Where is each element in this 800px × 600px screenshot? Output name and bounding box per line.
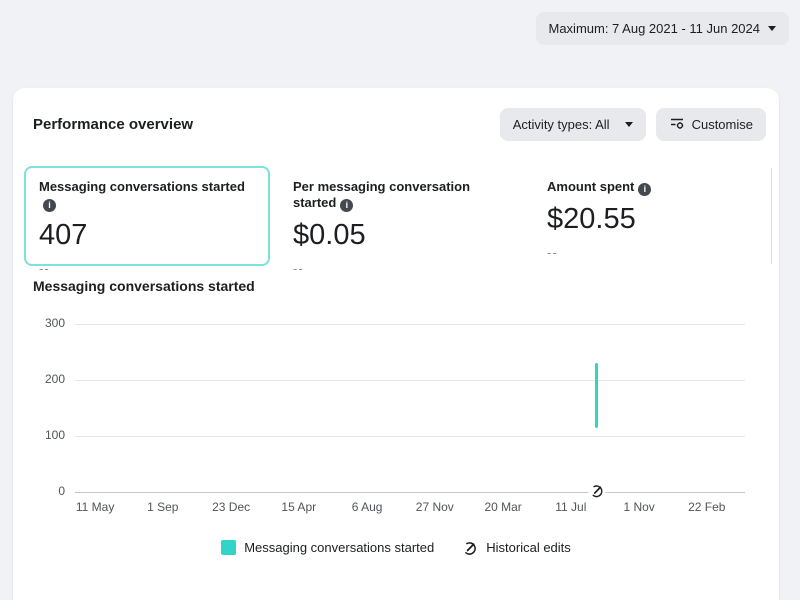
historical-edit-icon bbox=[462, 539, 478, 556]
y-axis-tick-200: 200 bbox=[44, 372, 65, 386]
legend-item-0: Messaging conversations started bbox=[221, 539, 435, 555]
y-axis-tick-0: 0 bbox=[58, 484, 65, 498]
chevron-down-icon bbox=[624, 122, 633, 127]
legend-item-1: Historical edits bbox=[462, 539, 571, 556]
metric-card-1[interactable]: Per messaging conversation started i $0.05… bbox=[278, 166, 524, 276]
gridline-y-0 bbox=[75, 492, 745, 493]
x-axis-tick-6: 20 Mar bbox=[484, 500, 522, 514]
metric-value: $0.05 bbox=[293, 218, 366, 251]
gridline-y-100 bbox=[75, 436, 745, 437]
chevron-down-icon bbox=[768, 26, 776, 31]
series-spike[interactable] bbox=[595, 363, 599, 428]
metric-card-0[interactable]: Messaging conversations startedi 407 -- bbox=[24, 166, 270, 276]
gridline-y-200 bbox=[75, 380, 745, 381]
header-actions: Activity types: All Customise bbox=[499, 108, 766, 141]
x-axis-tick-8: 1 Nov bbox=[623, 500, 655, 514]
legend-label: Messaging conversations started bbox=[244, 539, 435, 555]
chart-legend: Messaging conversations started Historica… bbox=[13, 539, 779, 556]
metric-label: Amount spent i bbox=[547, 179, 763, 196]
activity-types-button[interactable]: Activity types: All bbox=[499, 108, 646, 141]
date-range-selector[interactable]: Maximum: 7 Aug 2021 - 11 Jun 2024 bbox=[535, 12, 789, 45]
metric-value: 407 bbox=[39, 218, 88, 251]
info-icon[interactable]: i bbox=[340, 198, 354, 212]
chart-title: Messaging conversations started bbox=[33, 278, 255, 294]
x-axis-tick-1: 1 Sep bbox=[147, 500, 179, 514]
customise-label: Customise bbox=[691, 117, 753, 132]
x-axis-tick-4: 6 Aug bbox=[351, 500, 383, 514]
metric-card-2[interactable]: Amount spent i $20.55 -- bbox=[532, 166, 778, 266]
panel-title: Performance overview bbox=[33, 116, 194, 133]
metric-secondary: -- bbox=[547, 244, 558, 260]
metric-secondary: -- bbox=[39, 260, 50, 276]
y-axis-tick-100: 100 bbox=[44, 428, 65, 442]
performance-overview-panel: Performance overview Activity types: All bbox=[13, 88, 779, 600]
customise-icon bbox=[669, 115, 685, 134]
info-icon[interactable]: i bbox=[43, 198, 56, 212]
chart-area: 300 200 100 0 11 May 1 Sep 23 Dec 15 Apr 6 Aug 27… bbox=[13, 311, 779, 521]
x-axis-tick-3: 15 Apr bbox=[281, 500, 317, 514]
x-axis-tick-7: 11 Jul bbox=[555, 500, 587, 514]
date-range-label: Maximum: 7 Aug 2021 - 11 Jun 2024 bbox=[548, 21, 761, 36]
panel-header: Performance overview Activity types: All bbox=[13, 108, 779, 141]
metrics-divider bbox=[771, 168, 772, 264]
legend-label: Historical edits bbox=[486, 539, 571, 555]
x-axis-tick-2: 23 Dec bbox=[212, 500, 251, 514]
metric-label: Messaging conversations startedi bbox=[39, 179, 245, 212]
gridline-y-300 bbox=[75, 324, 745, 325]
customise-button[interactable]: Customise bbox=[655, 108, 766, 141]
activity-types-label: Activity types: All bbox=[512, 117, 610, 132]
metrics-row: Messaging conversations startedi 407 -- Per… bbox=[24, 166, 779, 276]
metric-secondary: -- bbox=[293, 260, 304, 276]
x-axis-tick-5: 27 Nov bbox=[415, 500, 454, 514]
y-axis-tick-300: 300 bbox=[44, 316, 65, 330]
metric-label: Per messaging conversation started i bbox=[293, 179, 471, 212]
x-axis-tick-0: 11 May bbox=[75, 500, 115, 514]
info-icon[interactable]: i bbox=[638, 182, 652, 196]
chart-plot bbox=[75, 324, 745, 493]
legend-swatch-teal bbox=[221, 539, 237, 555]
metric-value: $20.55 bbox=[547, 202, 636, 235]
historical-edit-icon[interactable] bbox=[588, 483, 606, 499]
x-axis-tick-9: 22 Feb bbox=[688, 500, 726, 514]
